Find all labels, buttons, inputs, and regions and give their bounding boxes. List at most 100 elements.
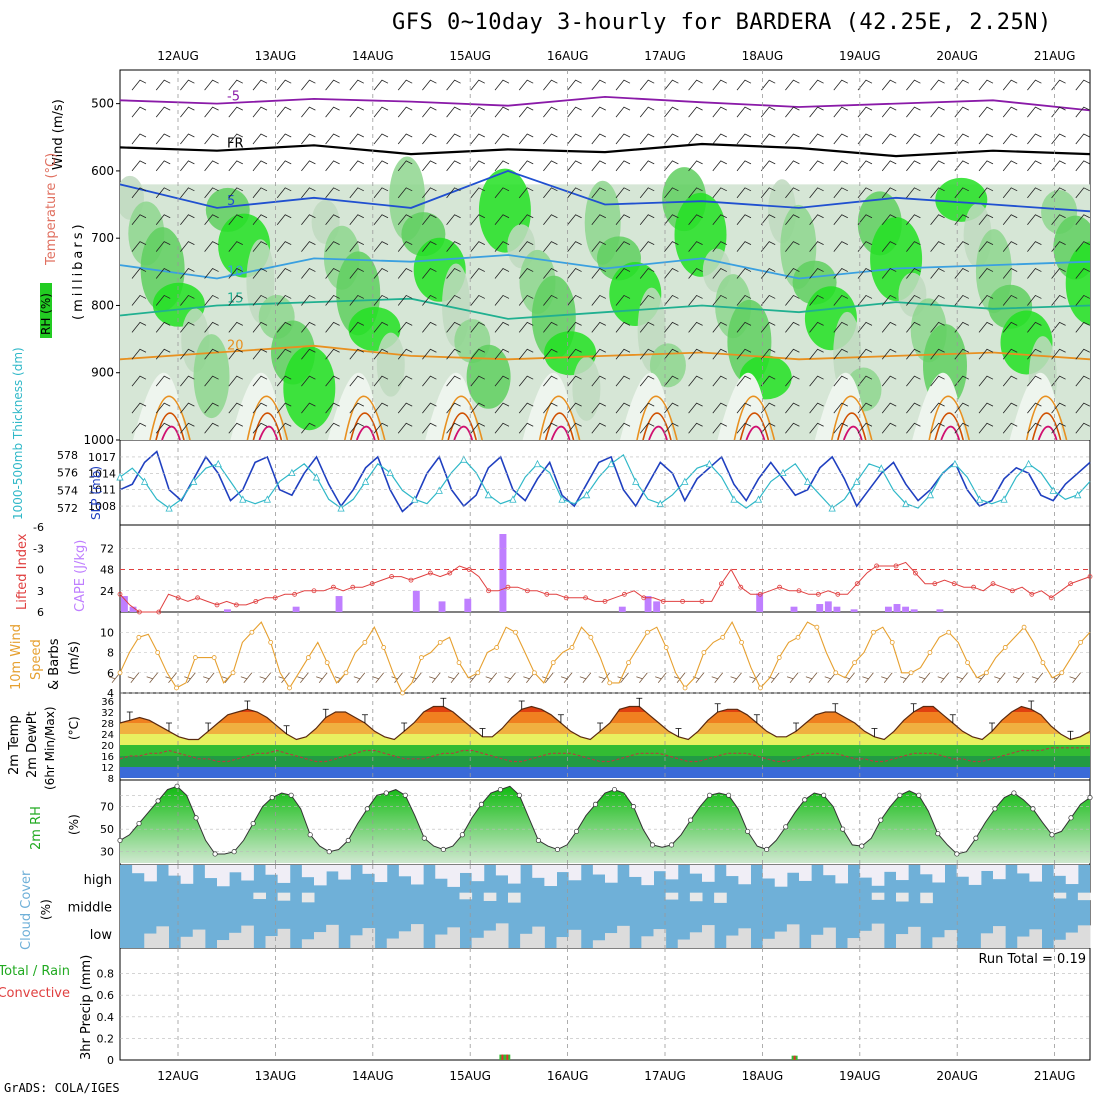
wind-point [644, 629, 650, 635]
wind-barb [397, 241, 413, 252]
wind-barb [591, 348, 606, 360]
wind-barb [833, 241, 848, 252]
wind-barb [857, 321, 873, 333]
cloud-low-gap [386, 938, 400, 948]
cloud-high-gap [629, 865, 642, 877]
wind-barb [978, 160, 994, 172]
cloud-low-gap [532, 926, 545, 948]
top-day-label: 14AUG [352, 49, 394, 63]
wind-barb [353, 672, 366, 683]
wind-barb [615, 294, 631, 306]
wind-barb [470, 160, 485, 172]
wind-barb [204, 348, 219, 360]
wind-barb [857, 214, 873, 225]
wind-barb [760, 133, 776, 145]
cloud-low-gap [908, 926, 921, 948]
cloud-low-gap [896, 934, 909, 948]
wind-barb [1075, 402, 1090, 414]
wind-barb [591, 160, 606, 172]
wind-barb [373, 106, 389, 118]
top-day-label: 20AUG [936, 49, 978, 63]
wind-barb [930, 79, 945, 91]
wind-10m-panel: 4 6 8 10 10m Wind Speed & Barbs (m/s) [9, 612, 1091, 700]
temp-whisker [518, 700, 525, 710]
rh-point [516, 792, 522, 798]
wind-point [324, 660, 330, 666]
wind-barb [518, 106, 534, 118]
wind-barb [131, 133, 147, 145]
thickness-point [779, 468, 787, 477]
wind-barb [301, 294, 316, 306]
ylabel-cape: CAPE (J/kg) [73, 540, 88, 612]
rh-point [155, 798, 161, 804]
isotherm-label: 5 [227, 194, 235, 209]
wind-barb [664, 241, 679, 252]
wind-barb [325, 241, 340, 252]
wind-barb [204, 106, 219, 118]
cloud-high-gap [217, 865, 230, 887]
wind-barb [639, 79, 655, 91]
wind-barb [252, 133, 268, 145]
li-point [427, 570, 433, 576]
wind-barb [760, 241, 776, 252]
cloud-low-gap [944, 930, 958, 948]
li-point [680, 598, 685, 604]
cape-tick-label: 48 [100, 564, 114, 577]
cloud-low-gap [823, 927, 836, 948]
isotherm-30-arc [258, 425, 279, 441]
cloud-high-gap [1029, 865, 1042, 882]
wind-barb [1027, 422, 1042, 434]
temp-whisker [361, 714, 368, 723]
wind-barb [422, 422, 437, 434]
wind-barb [1051, 79, 1066, 91]
wind-barb [1027, 79, 1042, 91]
wind-barb [1027, 402, 1042, 414]
wind-barb [768, 672, 780, 683]
wind-point [663, 645, 669, 650]
wind-barb [930, 348, 945, 360]
wind-barb [180, 187, 195, 199]
temp-whisker [479, 728, 486, 737]
wind-barb [325, 187, 340, 199]
wind-point [381, 645, 387, 650]
cape-bar [824, 601, 832, 612]
wind-barb [567, 268, 582, 279]
wind-barb [543, 187, 558, 199]
page-title: GFS 0~10day 3-hourly for BARDERA (42.25E… [392, 10, 1052, 35]
temp-band [120, 723, 1090, 734]
wind-barb [785, 422, 800, 434]
wind-barb [857, 375, 873, 387]
rh-point [783, 824, 789, 830]
cape-bar [936, 609, 944, 612]
rh-point [421, 835, 427, 841]
thickness-point [803, 477, 812, 485]
slp-line [119, 450, 1091, 513]
y-tick-label: 800 [91, 298, 114, 312]
cloud-low-gap [144, 933, 157, 948]
wind-barb [579, 672, 592, 683]
wind-barb [833, 268, 848, 279]
wind-barb [397, 79, 413, 91]
wind-barb [252, 214, 268, 225]
cloud-high-gap [144, 865, 157, 882]
wind-barb [1002, 187, 1018, 199]
wind-barb [785, 241, 800, 252]
legend-total-rain: Total / Rain [0, 964, 70, 979]
wind-barb [639, 402, 655, 414]
wind-barb [1002, 214, 1018, 225]
wind-barb [252, 106, 268, 118]
wind-barb [712, 241, 727, 252]
wind-barb [278, 672, 290, 683]
wind-barb [518, 214, 534, 225]
wind-barb [930, 241, 945, 252]
wind-barb [349, 375, 364, 387]
wind-barb [1027, 268, 1042, 279]
wind-barb [422, 214, 437, 225]
wind-barb [591, 241, 606, 252]
wind-barb [446, 79, 461, 91]
isotherm-label: FR [227, 137, 244, 152]
wind-barb [504, 672, 516, 683]
wind-barb [494, 79, 510, 91]
thickness-point [1049, 486, 1057, 494]
wind-barb [204, 268, 219, 279]
